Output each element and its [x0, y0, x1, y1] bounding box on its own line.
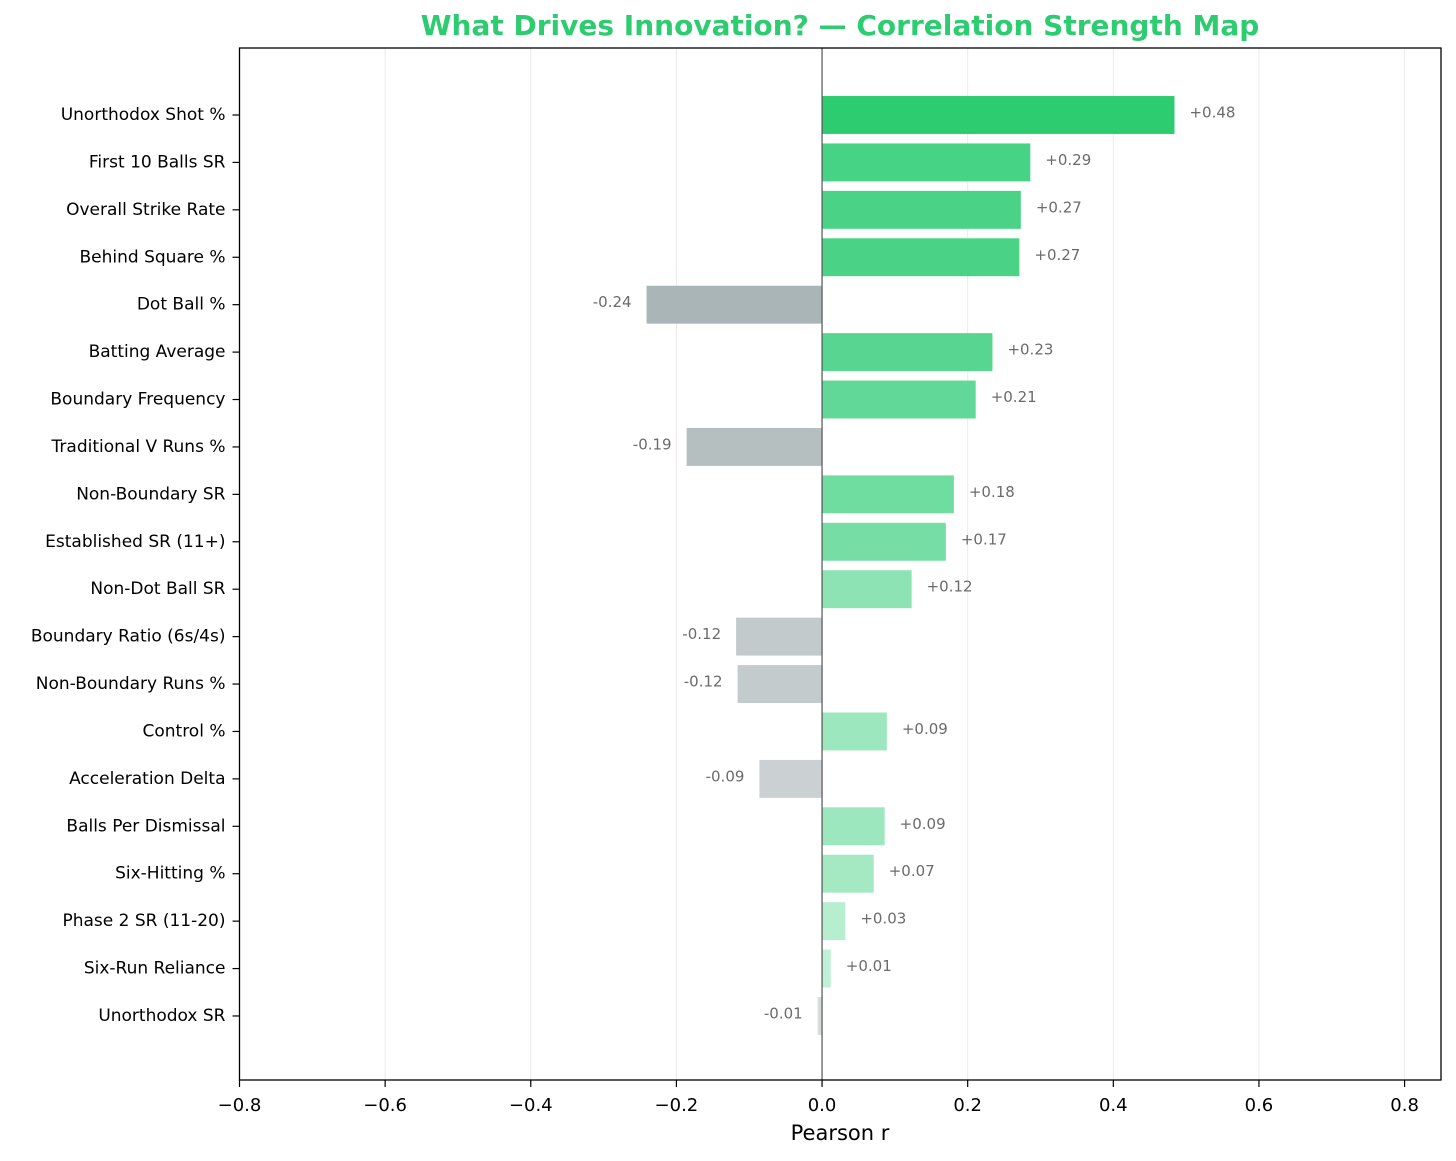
y-tick-label: Traditional V Runs %: [51, 437, 226, 457]
chart-title: What Drives Innovation? — Correlation St…: [421, 9, 1260, 42]
bar: [822, 807, 885, 846]
bar: [822, 712, 887, 751]
y-tick-label: Balls Per Dismissal: [66, 816, 225, 836]
bar: [822, 949, 831, 988]
bar: [737, 665, 823, 704]
value-label: -0.09: [706, 767, 745, 785]
y-tick-label: Boundary Ratio (6s/4s): [31, 627, 226, 647]
value-label: -0.12: [684, 673, 723, 691]
x-tick-label: −0.2: [655, 1095, 699, 1116]
value-label: +0.12: [927, 578, 973, 596]
y-tick-label: Overall Strike Rate: [66, 200, 225, 220]
y-tick-label: Non-Boundary Runs %: [36, 674, 226, 694]
value-label: +0.18: [969, 483, 1015, 501]
y-tick-label: Non-Dot Ball SR: [90, 579, 225, 599]
bar: [822, 854, 874, 893]
y-tick-label: Six-Run Reliance: [84, 959, 226, 979]
bar: [822, 522, 946, 561]
y-tick-label: Batting Average: [89, 342, 226, 362]
y-tick-label: First 10 Balls SR: [89, 152, 226, 172]
x-axis-label: Pearson r: [791, 1121, 890, 1145]
value-label: +0.29: [1045, 151, 1091, 169]
bar: [822, 96, 1175, 134]
y-tick-label: Acceleration Delta: [69, 769, 225, 789]
x-tick-label: 0.0: [808, 1095, 837, 1116]
plot-frame: [238, 47, 1442, 1081]
bar: [822, 238, 1020, 277]
y-tick-label: Dot Ball %: [137, 295, 226, 315]
bar: [822, 190, 1021, 229]
bar: [822, 902, 846, 941]
value-label: -0.01: [764, 1004, 803, 1022]
value-label: +0.07: [889, 862, 935, 880]
value-label: +0.01: [846, 957, 892, 975]
value-label: +0.27: [1034, 246, 1080, 264]
y-tick-label: Six-Hitting %: [115, 864, 225, 884]
x-tick-label: −0.8: [218, 1095, 262, 1116]
value-label: +0.27: [1036, 198, 1082, 216]
y-tick-label: Phase 2 SR (11-20): [62, 911, 225, 931]
y-tick-label: Established SR (11+): [45, 532, 225, 552]
bar: [822, 333, 993, 372]
value-label: +0.09: [900, 815, 946, 833]
value-label: +0.03: [860, 910, 906, 928]
value-label: +0.48: [1189, 104, 1235, 122]
value-label: -0.24: [593, 293, 632, 311]
x-tick-label: 0.2: [953, 1095, 982, 1116]
value-label: +0.17: [961, 530, 1007, 548]
bar: [822, 143, 1031, 182]
bar: [646, 285, 823, 324]
x-tick-label: 0.6: [1245, 1095, 1274, 1116]
y-tick-label: Boundary Frequency: [50, 390, 225, 410]
x-tick-label: −0.6: [363, 1095, 407, 1116]
value-label: +0.21: [991, 388, 1037, 406]
bar: [736, 617, 823, 656]
bar: [686, 427, 823, 466]
y-tick-label: Control %: [142, 721, 225, 741]
value-label: +0.09: [902, 720, 948, 738]
bar: [822, 380, 976, 419]
y-tick-label: Non-Boundary SR: [76, 484, 225, 504]
x-tick-label: 0.8: [1390, 1095, 1419, 1116]
y-tick-label: Unorthodox SR: [98, 1006, 225, 1026]
value-label: -0.12: [682, 625, 721, 643]
bar: [822, 475, 954, 514]
bar: [759, 759, 823, 798]
bar: [817, 997, 823, 1035]
y-tick-label: Unorthodox Shot %: [61, 105, 226, 125]
value-label: -0.19: [633, 435, 672, 453]
x-tick-label: 0.4: [1099, 1095, 1128, 1116]
x-tick-label: −0.4: [509, 1095, 553, 1116]
y-tick-label: Behind Square %: [80, 247, 226, 267]
bar: [822, 570, 912, 609]
value-label: +0.23: [1007, 341, 1053, 359]
